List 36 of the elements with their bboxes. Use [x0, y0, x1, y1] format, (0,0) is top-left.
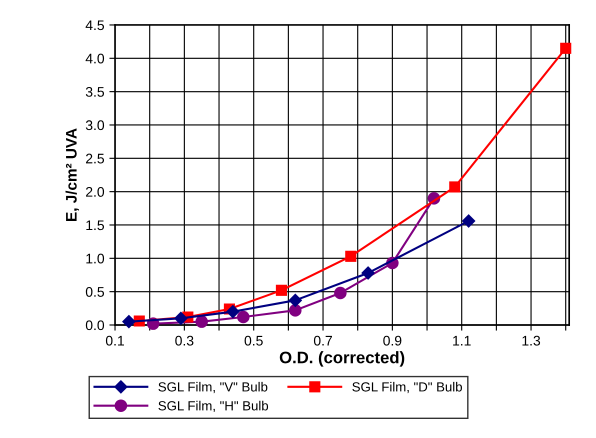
y-tick-label: 0.5: [86, 286, 104, 297]
x-tick-label: 1.3: [522, 336, 540, 346]
point: [174, 312, 188, 325]
point: [560, 42, 572, 54]
y-tick-label: 4.0: [86, 54, 104, 64]
y-tick-label: 3.0: [86, 120, 104, 130]
x-tick-label: 0.5: [244, 336, 263, 346]
y-tick-label: 0.0: [86, 320, 104, 330]
point: [226, 305, 240, 318]
legend-label: SGL Film, "D" Bulb: [352, 382, 462, 394]
x-tick-label: 0.7: [314, 336, 332, 346]
y-tick-label: 1.0: [86, 254, 104, 264]
legend-label: SGL Film, "V" Bulb: [158, 382, 268, 394]
point: [462, 214, 476, 228]
point: [449, 181, 460, 193]
x-axis-title: O.D. (corrected): [280, 351, 404, 367]
y-tick-label: 1.5: [86, 220, 104, 230]
point: [276, 284, 287, 296]
x-tick-label: 1.1: [453, 336, 471, 346]
x-tick-label: 0.1: [106, 336, 124, 346]
y-axis-title: E, J/cm² UVA: [66, 128, 79, 221]
point: [288, 294, 302, 307]
point: [362, 266, 375, 280]
legend-label: SGL Film, "H" Bulb: [158, 400, 268, 412]
x-tick-label: 0.9: [383, 336, 402, 346]
x-tick-label: 0.3: [175, 336, 194, 346]
y-tick-label: 4.5: [86, 20, 104, 30]
point: [122, 315, 136, 328]
point: [289, 304, 302, 317]
y-tick-label: 2.0: [86, 186, 104, 197]
point: [345, 250, 356, 262]
point: [237, 310, 250, 324]
point: [195, 315, 208, 328]
y-tick-label: 2.5: [86, 154, 104, 164]
point: [334, 286, 347, 300]
y-tick-label: 3.5: [86, 86, 104, 97]
